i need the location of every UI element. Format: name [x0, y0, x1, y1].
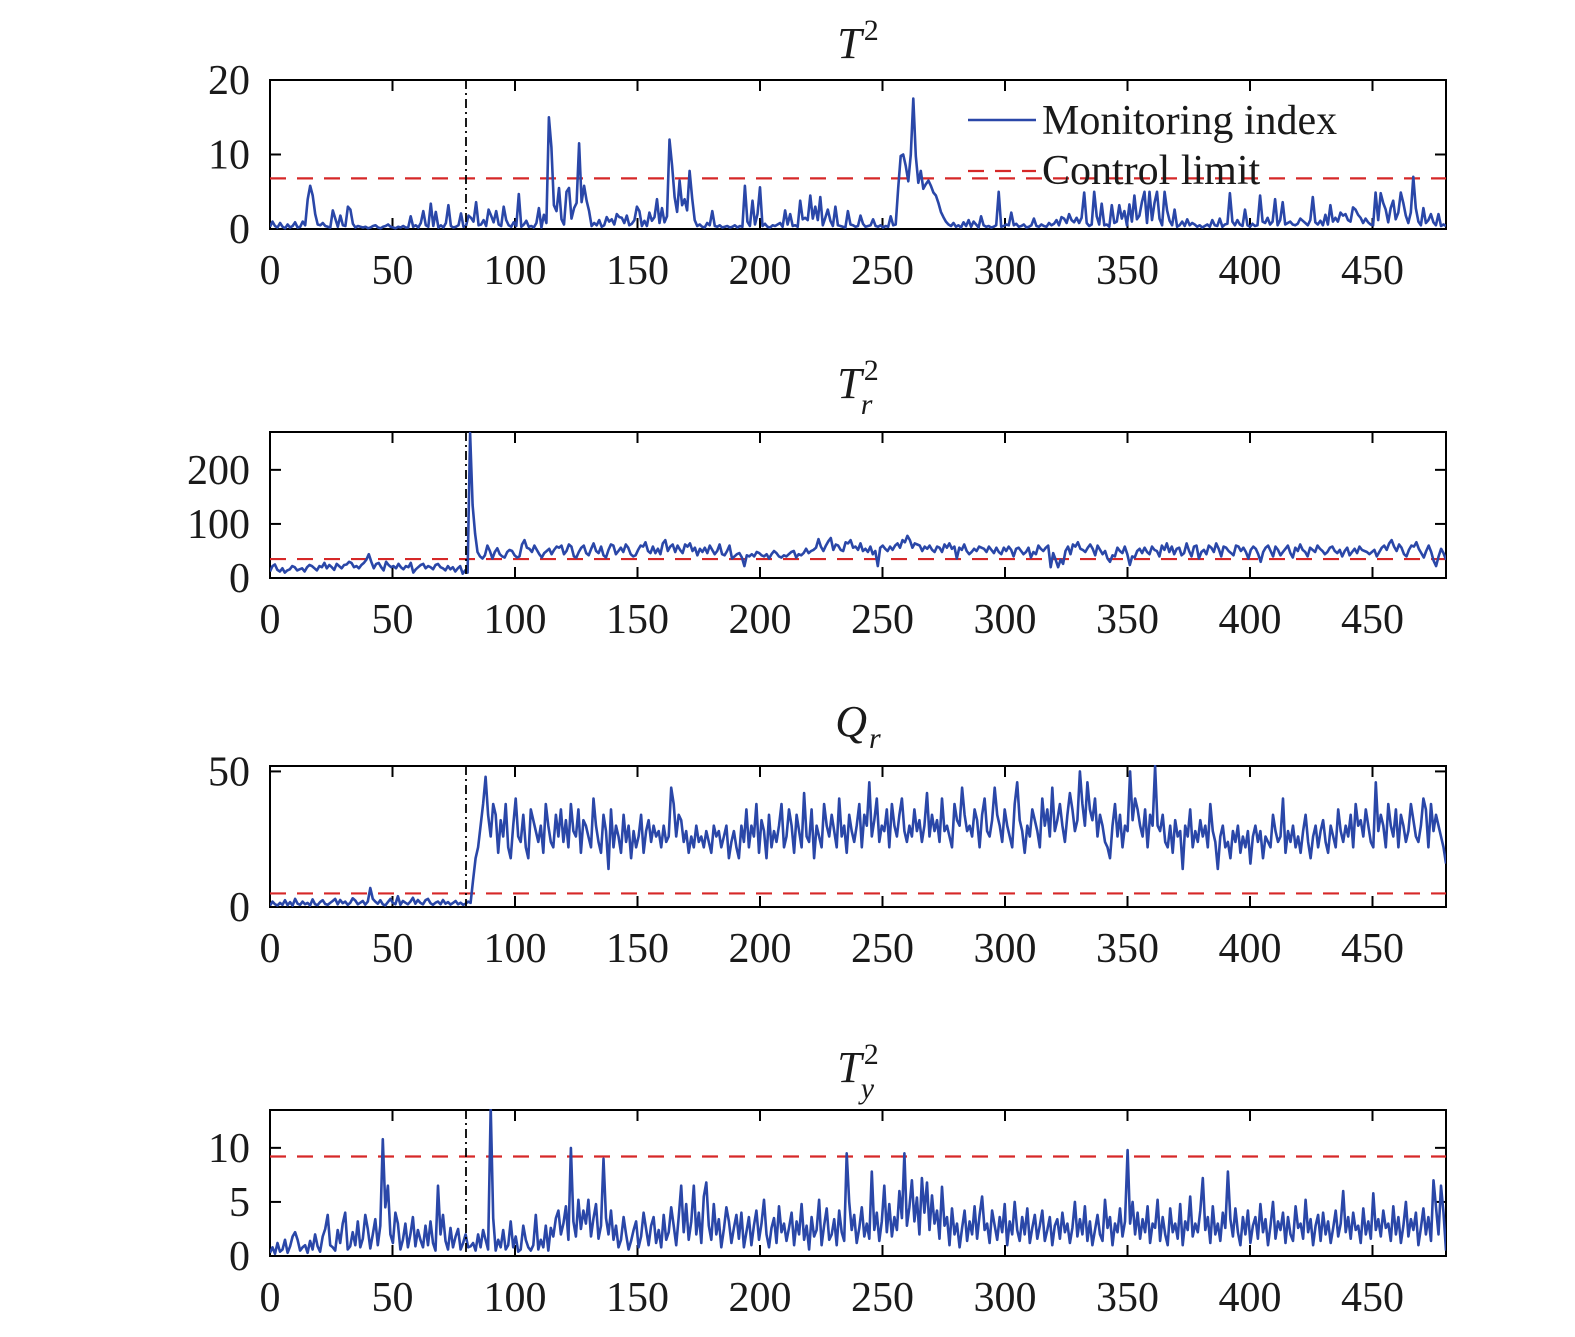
x-tick-label-Qr-300: 300 — [974, 926, 1037, 972]
x-tick-label-Tr2-100: 100 — [484, 597, 547, 643]
x-tick-label-Ty2-100: 100 — [484, 1275, 547, 1321]
plot-frame-Tr2 — [269, 431, 1447, 579]
title-subscript: r — [861, 388, 873, 421]
x-tick-label-T2-350: 350 — [1096, 248, 1159, 294]
x-tick-label-Ty2-150: 150 — [606, 1275, 669, 1321]
title-base: T — [837, 1043, 865, 1092]
x-tick-label-Tr2-200: 200 — [729, 597, 792, 643]
x-tick-label-Qr-250: 250 — [851, 926, 914, 972]
x-tick-label-T2-250: 250 — [851, 248, 914, 294]
x-tick-label-Tr2-50: 50 — [372, 597, 414, 643]
x-tick-label-Qr-50: 50 — [372, 926, 414, 972]
y-tick-label-T2-10: 10 — [208, 133, 250, 179]
title-base: T — [837, 19, 865, 68]
x-tick-label-T2-400: 400 — [1219, 248, 1282, 294]
x-tick-label-Qr-200: 200 — [729, 926, 792, 972]
series-monitoring-index-Tr2 — [270, 431, 1446, 576]
panel-title-Ty2: T2 y — [837, 1038, 878, 1105]
x-tick-label-Tr2-300: 300 — [974, 597, 1037, 643]
title-base: T — [837, 359, 865, 408]
x-tick-label-Ty2-350: 350 — [1096, 1275, 1159, 1321]
panel-title-Tr2: T2 r — [837, 354, 878, 421]
x-tick-label-Ty2-450: 450 — [1341, 1275, 1404, 1321]
x-tick-label-T2-50: 50 — [372, 248, 414, 294]
title-superscript: 2 — [864, 1038, 879, 1071]
x-tick-label-Tr2-350: 350 — [1096, 597, 1159, 643]
legend-label-limit: Control limit — [1042, 148, 1261, 194]
y-tick-label-Ty2-0: 0 — [229, 1234, 250, 1280]
plot-frame-Qr — [269, 765, 1447, 908]
y-tick-label-T2-20: 20 — [208, 58, 250, 104]
plot-frame-Ty2 — [269, 1109, 1447, 1257]
x-tick-label-Ty2-400: 400 — [1219, 1275, 1282, 1321]
x-tick-label-Qr-0: 0 — [260, 926, 281, 972]
title-subscript: y — [858, 1072, 875, 1105]
title-superscript: 2 — [864, 14, 879, 47]
y-tick-label-Tr2-200: 200 — [187, 448, 250, 494]
series-monitoring-index-Ty2 — [270, 1109, 1446, 1256]
y-tick-label-Qr-50: 50 — [208, 749, 250, 795]
x-tick-label-Qr-400: 400 — [1219, 926, 1282, 972]
x-tick-label-Qr-450: 450 — [1341, 926, 1404, 972]
series-monitoring-index-Qr — [270, 765, 1446, 907]
x-tick-label-T2-100: 100 — [484, 248, 547, 294]
x-tick-label-Qr-100: 100 — [484, 926, 547, 972]
x-tick-label-T2-150: 150 — [606, 248, 669, 294]
x-tick-label-T2-300: 300 — [974, 248, 1037, 294]
y-tick-label-Tr2-100: 100 — [187, 502, 250, 548]
x-tick-label-Tr2-0: 0 — [260, 597, 281, 643]
x-tick-label-Tr2-400: 400 — [1219, 597, 1282, 643]
panel-Qr: Qr 0 50 100 150 200 250 300 350 400 450 0 50 — [208, 697, 1447, 972]
title-base: Q — [835, 697, 867, 746]
x-tick-label-T2-450: 450 — [1341, 248, 1404, 294]
x-tick-label-Tr2-150: 150 — [606, 597, 669, 643]
x-tick-label-Ty2-200: 200 — [729, 1275, 792, 1321]
panel-title-Qr: Qr — [835, 697, 881, 755]
legend-label-monitoring: Monitoring index — [1042, 98, 1337, 144]
x-tick-label-Qr-350: 350 — [1096, 926, 1159, 972]
y-tick-label-Ty2-10: 10 — [208, 1126, 250, 1172]
title-subscript: r — [869, 722, 881, 755]
y-tick-label-Tr2-0: 0 — [229, 556, 250, 602]
x-tick-label-T2-0: 0 — [260, 248, 281, 294]
x-tick-label-Tr2-250: 250 — [851, 597, 914, 643]
panel-Ty2: T2 y 0 50 100 150 200 250 300 350 400 450 0 5 10 — [208, 1038, 1447, 1321]
x-tick-label-Ty2-50: 50 — [372, 1275, 414, 1321]
panel-title-T2: T2 — [837, 14, 878, 68]
x-tick-label-Ty2-0: 0 — [260, 1275, 281, 1321]
x-tick-label-Tr2-450: 450 — [1341, 597, 1404, 643]
y-tick-label-T2-0: 0 — [229, 207, 250, 253]
x-tick-label-Qr-150: 150 — [606, 926, 669, 972]
y-tick-label-Qr-0: 0 — [229, 885, 250, 931]
x-tick-label-T2-200: 200 — [729, 248, 792, 294]
x-tick-label-Ty2-300: 300 — [974, 1275, 1037, 1321]
title-superscript: 2 — [864, 354, 879, 387]
panel-Tr2: T2 r 0 50 100 150 200 250 300 350 400 450 0 100 200 — [187, 354, 1447, 643]
x-tick-label-Ty2-250: 250 — [851, 1275, 914, 1321]
y-tick-label-Ty2-5: 5 — [229, 1180, 250, 1226]
